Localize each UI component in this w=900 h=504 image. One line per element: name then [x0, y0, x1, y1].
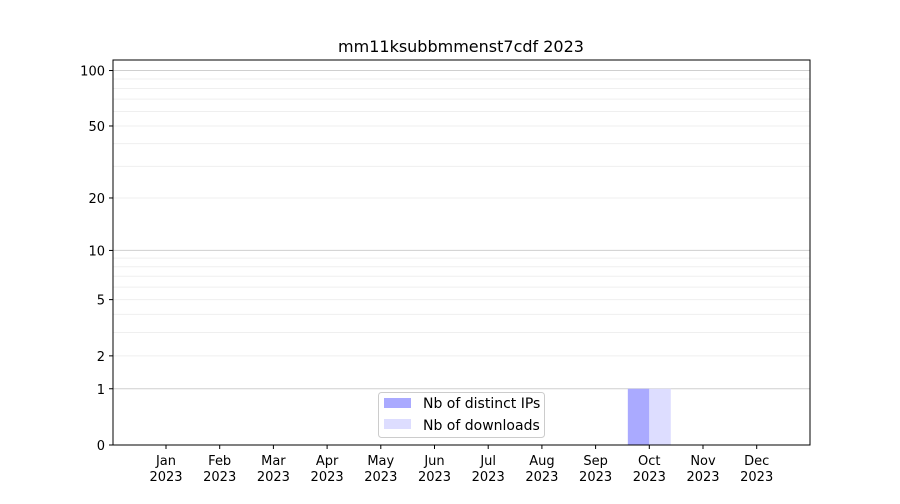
- x-tick-label: 2023: [257, 470, 290, 485]
- x-tick-label: 2023: [364, 470, 397, 485]
- x-tick-label: Jul: [479, 454, 496, 469]
- y-tick-label: 20: [88, 192, 105, 207]
- x-tick-label: 2023: [633, 470, 666, 485]
- y-tick-label: 0: [97, 439, 105, 454]
- x-tick-label: May: [367, 454, 394, 469]
- x-tick-label: Oct: [638, 454, 660, 469]
- y-axis: 0 1 2 5 10 20 50 100: [80, 65, 113, 454]
- x-tick-label: Jun: [423, 454, 444, 469]
- x-tick-label: Aug: [529, 454, 554, 469]
- y-tick-label: 10: [88, 244, 105, 259]
- y-tick-label: 5: [97, 294, 105, 309]
- grid: [113, 70, 810, 390]
- legend-label-distinct-ips: Nb of distinct IPs: [423, 396, 540, 412]
- bars: [627, 388, 671, 445]
- y-tick-label: 1: [97, 383, 105, 398]
- x-axis: Jan2023Feb2023Mar2023Apr2023May2023Jun20…: [149, 445, 773, 485]
- x-tick-label: Feb: [208, 454, 231, 469]
- x-tick-label: 2023: [525, 470, 558, 485]
- legend-label-downloads: Nb of downloads: [423, 418, 540, 434]
- y-tick-label: 2: [97, 350, 105, 365]
- legend-swatch-downloads: [384, 419, 411, 429]
- x-tick-label: Dec: [744, 454, 769, 469]
- x-tick-label: Mar: [261, 454, 286, 469]
- legend: Nb of distinct IPs Nb of downloads: [378, 392, 545, 438]
- y-tick-label: 100: [80, 65, 105, 80]
- legend-swatch-distinct-ips: [384, 398, 411, 408]
- x-tick-label: 2023: [203, 470, 236, 485]
- x-tick-label: 2023: [579, 470, 612, 485]
- chart-title: mm11ksubbmmenst7cdf 2023: [338, 37, 584, 56]
- x-tick-label: 2023: [740, 470, 773, 485]
- x-tick-label: 2023: [311, 470, 344, 485]
- axes-frame: [112, 59, 811, 446]
- x-tick-label: 2023: [418, 470, 451, 485]
- x-tick-label: Sep: [583, 454, 608, 469]
- x-tick-label: Nov: [690, 454, 716, 469]
- x-tick-label: Apr: [316, 454, 339, 469]
- x-tick-label: 2023: [472, 470, 505, 485]
- x-tick-label: 2023: [686, 470, 719, 485]
- bar-distinct-ips: [627, 388, 650, 445]
- x-tick-label: 2023: [149, 470, 182, 485]
- x-tick-label: Jan: [155, 454, 176, 469]
- y-tick-label: 50: [88, 120, 105, 135]
- bar-downloads: [649, 388, 671, 445]
- legend-frame: [378, 392, 545, 438]
